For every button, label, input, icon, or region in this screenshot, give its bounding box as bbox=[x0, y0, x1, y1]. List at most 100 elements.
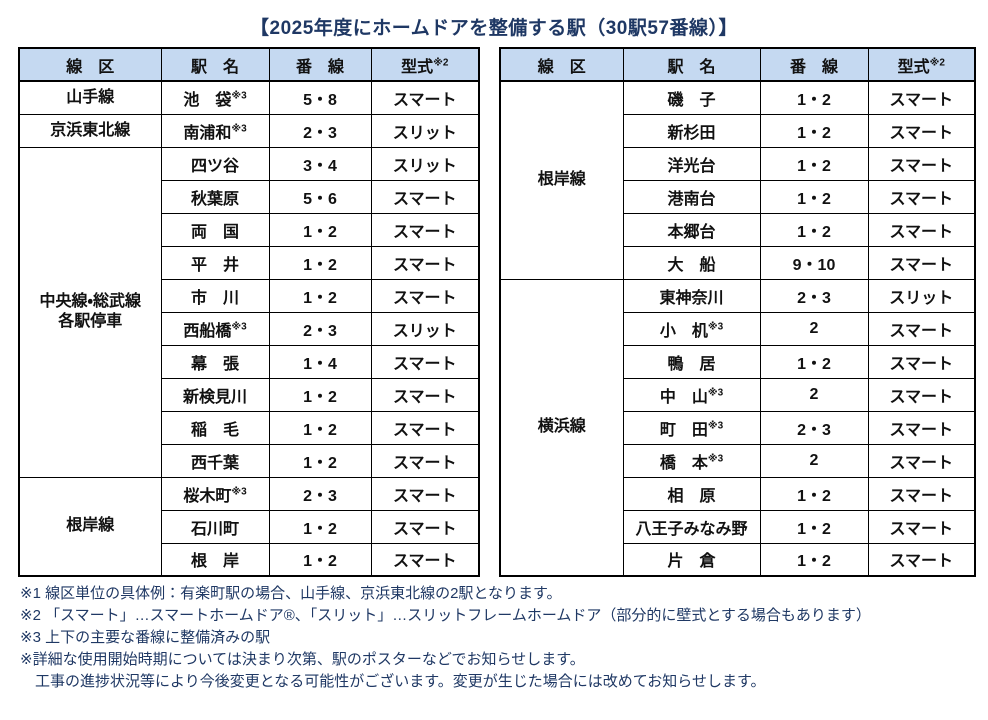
footnote-1: ※1 線区単位の具体例：有楽町駅の場合、山手線、京浜東北線の2駅となります。 bbox=[20, 585, 562, 602]
type-cell: スマート bbox=[867, 146, 976, 181]
station-cell: 新検見川 bbox=[160, 377, 270, 412]
station-cell: 南浦和※3 bbox=[160, 113, 270, 148]
station-cell: 橋 本※3 bbox=[622, 443, 761, 478]
tracks-cell: 1・2 bbox=[759, 179, 869, 214]
tracks-cell: 1・2 bbox=[268, 542, 372, 577]
header-row: 線 区 駅 名 番 線 型式※2 bbox=[499, 47, 976, 82]
station-cell: 市 川 bbox=[160, 278, 270, 313]
station-name: 四ツ谷 bbox=[190, 157, 239, 175]
station-name: 橋 本 bbox=[659, 454, 708, 472]
station-cell: 港南台 bbox=[622, 179, 761, 214]
tracks-cell: 2・3 bbox=[268, 311, 372, 346]
station-name: 小 机 bbox=[659, 322, 708, 340]
station-name: 桜木町 bbox=[183, 487, 232, 505]
station-name: 磯 子 bbox=[667, 91, 716, 109]
type-cell: スリット bbox=[370, 311, 480, 346]
station-cell: 池 袋※3 bbox=[160, 80, 270, 115]
station-name: 新検見川 bbox=[182, 388, 247, 406]
col-header-tracks: 番 線 bbox=[759, 47, 869, 82]
tracks-cell: 1・2 bbox=[268, 245, 372, 280]
footnote-ref-3: ※3 bbox=[707, 453, 724, 465]
table-row: 西千葉 1・2 スマート bbox=[19, 443, 480, 478]
station-name: 平 井 bbox=[190, 256, 239, 274]
footnote-ref-3: ※3 bbox=[707, 420, 724, 432]
station-cell: 本郷台 bbox=[622, 212, 761, 247]
line-cell: 根岸線 bbox=[18, 476, 162, 577]
station-name: 洋光台 bbox=[667, 157, 716, 175]
type-cell: スマート bbox=[370, 377, 480, 412]
station-cell: 鴨 居 bbox=[622, 344, 761, 379]
table-row: 秋葉原 5・6 スマート bbox=[19, 179, 480, 214]
type-cell: スマート bbox=[867, 476, 976, 511]
station-name: 東神奈川 bbox=[659, 289, 724, 307]
type-cell: スマート bbox=[370, 80, 480, 115]
station-name: 稲 毛 bbox=[190, 421, 239, 439]
type-cell: スマート bbox=[370, 179, 480, 214]
table-row: 西船橋※3 2・3 スリット bbox=[19, 311, 480, 346]
station-cell: 中 山※3 bbox=[622, 377, 761, 412]
station-cell: 西船橋※3 bbox=[160, 311, 270, 346]
col-header-type-label: 型式 bbox=[401, 58, 434, 76]
type-cell: スマート bbox=[370, 245, 480, 280]
type-cell: スマート bbox=[370, 278, 480, 313]
footnote-ref-3: ※3 bbox=[231, 90, 247, 102]
tracks-cell: 1・2 bbox=[759, 542, 869, 577]
type-cell: スマート bbox=[867, 377, 976, 412]
tracks-cell: 2 bbox=[759, 311, 869, 346]
table-row: 橋 本※3 2 スマート bbox=[500, 443, 976, 478]
platform-door-table-left: 線 区 駅 名 番 線 型式※2 山手線 池 袋※3 5・8 スマート 京浜東北… bbox=[18, 47, 480, 577]
station-name: 西船橋 bbox=[183, 322, 232, 340]
table-row: 新検見川 1・2 スマート bbox=[19, 377, 480, 412]
type-cell: スマート bbox=[370, 344, 480, 379]
table-row: 両 国 1・2 スマート bbox=[19, 212, 480, 247]
page-title: 【2025年度にホームドアを整備する駅（30駅57番線）】 bbox=[250, 18, 738, 39]
table-row: 市 川 1・2 スマート bbox=[19, 278, 480, 313]
station-cell: 八王子みなみ野 bbox=[622, 509, 761, 544]
footnote-3: ※3 上下の主要な番線に整備済みの駅 bbox=[20, 629, 271, 646]
type-cell: スマート bbox=[867, 113, 976, 148]
type-cell: スマート bbox=[370, 212, 480, 247]
station-name: 幕 張 bbox=[190, 355, 239, 373]
station-name: 市 川 bbox=[190, 289, 239, 307]
type-cell: スマート bbox=[867, 212, 976, 247]
tracks-cell: 1・2 bbox=[268, 509, 372, 544]
type-cell: スマート bbox=[370, 509, 480, 544]
footnotes: ※1 線区単位の具体例：有楽町駅の場合、山手線、京浜東北線の2駅となります。 ※… bbox=[20, 583, 988, 693]
tracks-cell: 1・4 bbox=[268, 344, 372, 379]
tracks-cell: 2・3 bbox=[759, 278, 869, 313]
tables-container: 線 区 駅 名 番 線 型式※2 山手線 池 袋※3 5・8 スマート 京浜東北… bbox=[18, 47, 988, 577]
header-row: 線 区 駅 名 番 線 型式※2 bbox=[18, 47, 480, 82]
tracks-cell: 1・2 bbox=[759, 509, 869, 544]
station-name: 西千葉 bbox=[190, 454, 239, 472]
station-cell: 新杉田 bbox=[622, 113, 761, 148]
tracks-cell: 9・10 bbox=[759, 245, 869, 280]
station-cell: 桜木町※3 bbox=[160, 476, 270, 511]
line-cell: 根岸線 bbox=[499, 80, 624, 280]
type-cell: スマート bbox=[867, 410, 976, 445]
tracks-cell: 2・3 bbox=[268, 476, 372, 511]
station-cell: 大 船 bbox=[622, 245, 761, 280]
station-name: 池 袋 bbox=[183, 91, 232, 109]
station-cell: 小 机※3 bbox=[622, 311, 761, 346]
station-cell: 町 田※3 bbox=[622, 410, 761, 445]
station-name: 秋葉原 bbox=[190, 190, 239, 208]
table-row: 大 船 9・10 スマート bbox=[500, 245, 976, 280]
station-name: 片 倉 bbox=[667, 553, 716, 571]
table-row: 小 机※3 2 スマート bbox=[500, 311, 976, 346]
tracks-cell: 1・2 bbox=[759, 113, 869, 148]
type-cell: スリット bbox=[370, 113, 480, 148]
col-header-station: 駅 名 bbox=[160, 47, 270, 82]
station-cell: 両 国 bbox=[160, 212, 270, 247]
col-header-line: 線 区 bbox=[18, 47, 162, 82]
type-cell: スマート bbox=[867, 542, 976, 577]
footnote-ref-2: ※2 bbox=[929, 57, 945, 69]
line-cell: 横浜線 bbox=[499, 278, 624, 577]
station-name: 根 岸 bbox=[190, 553, 239, 571]
type-cell: スマート bbox=[867, 245, 976, 280]
tracks-cell: 1・2 bbox=[759, 212, 869, 247]
station-name: 新杉田 bbox=[667, 124, 716, 142]
tracks-cell: 2・3 bbox=[268, 113, 372, 148]
table-row: 根 岸 1・2 スマート bbox=[19, 542, 480, 577]
type-cell: スマート bbox=[867, 80, 976, 115]
tracks-cell: 1・2 bbox=[759, 80, 869, 115]
